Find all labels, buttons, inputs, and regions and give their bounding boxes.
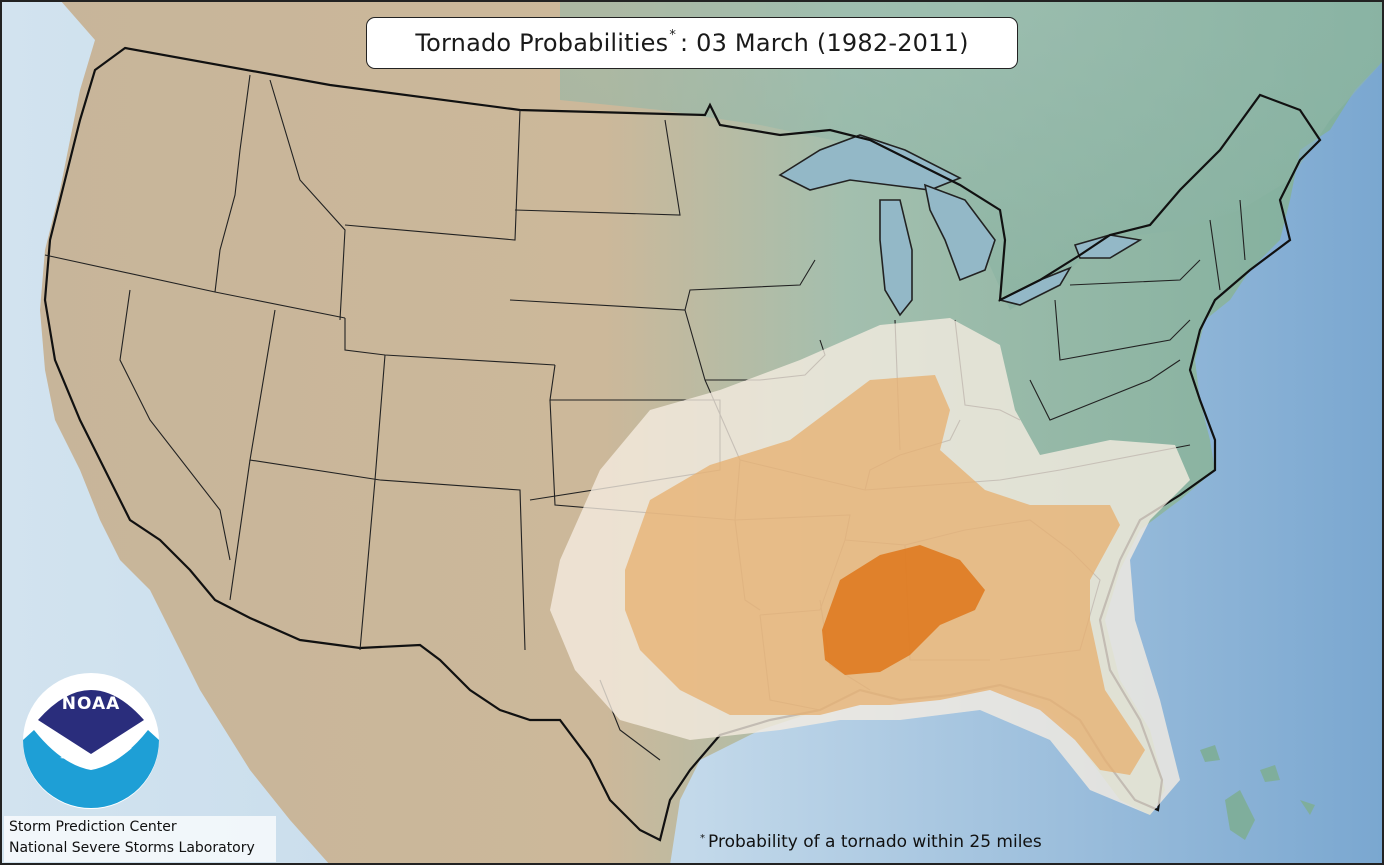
title-text: Tornado Probabilities [415,29,669,57]
lake-superior [778,134,962,191]
state-line [1054,299,1191,361]
noaa-logo-top [38,690,144,754]
lake-michigan [879,199,913,317]
state-line [1069,259,1201,286]
state-line [229,459,251,601]
state-line [1239,199,1246,261]
map-title: Tornado Probabilities *: 03 March (1982-2… [366,17,1018,69]
island [1260,765,1280,782]
island [1200,745,1220,762]
state-line [344,109,521,241]
state-line [1029,359,1181,421]
credits-line1: Storm Prediction Center [9,819,177,835]
title-date: : 03 March (1982-2011) [680,29,969,57]
noaa-logo-icon [23,673,159,809]
state-line [514,119,681,216]
state-line [1209,219,1221,291]
state-line [344,318,556,366]
noaa-logo-bottom [23,730,159,808]
title-asterisk: * [669,27,677,43]
footnote-asterisk: * [700,833,705,844]
noaa-logo-text: NOAA [61,694,121,714]
footnote-text: Probability of a tornado within 25 miles [708,832,1042,852]
bahamas [1200,745,1315,840]
island [1300,800,1315,815]
canada [560,0,1384,310]
probability-contour-high [822,545,985,675]
credits: Storm Prediction Center National Severe … [4,816,276,862]
state-line [119,289,231,561]
footnote: * Probability of a tornado within 25 mile… [700,832,1042,852]
state-line [214,74,251,293]
state-line [359,354,386,651]
state-line [509,259,816,311]
state-line [269,79,346,321]
state-line [379,479,526,651]
noaa-logo-gull [60,748,132,766]
island [1225,790,1255,840]
credits-line2: National Severe Storms Laboratory [9,840,255,856]
lake-huron [923,183,996,282]
